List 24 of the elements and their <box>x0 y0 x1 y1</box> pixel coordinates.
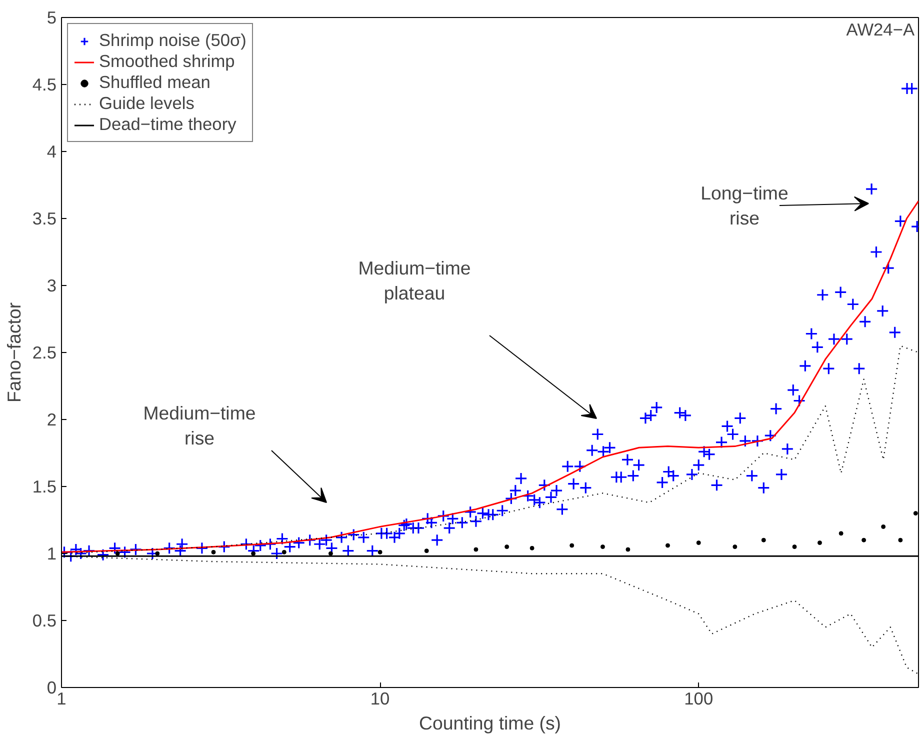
annotation: Long−time rise <box>700 182 788 229</box>
annotation: Medium−time rise <box>143 402 256 449</box>
legend-label: Guide levels <box>99 93 194 114</box>
x-tick-label: 10 <box>370 688 390 708</box>
legend-label: Smoothed shrimp <box>99 51 235 72</box>
y-tick-label: 4 <box>46 142 57 162</box>
y-tick-label: 3 <box>46 276 57 296</box>
y-tick-label: 1 <box>46 544 57 564</box>
legend-label: Dead−time theory <box>99 114 236 135</box>
x-axis-title: Counting time (s) <box>418 712 562 734</box>
y-tick-label: 2 <box>46 410 57 430</box>
y-tick-label: 0.5 <box>32 610 57 630</box>
annotation: Medium−time plateau <box>358 257 471 304</box>
y-tick-label: 0 <box>46 678 57 698</box>
y-tick-label: 4.5 <box>32 74 57 94</box>
y-axis-title: Fano−factor <box>3 302 24 403</box>
legend-label: Shrimp noise (50σ) <box>99 30 246 51</box>
y-tick-label: 2.5 <box>32 342 57 362</box>
legend-label: Shuffled mean <box>99 72 210 93</box>
x-tick-label: 100 <box>684 688 714 708</box>
y-tick-label: 3.5 <box>32 208 57 228</box>
annotation: AW24−A <box>846 20 915 40</box>
y-tick-label: 1.5 <box>32 476 57 496</box>
y-tick-label: 5 <box>46 8 57 28</box>
